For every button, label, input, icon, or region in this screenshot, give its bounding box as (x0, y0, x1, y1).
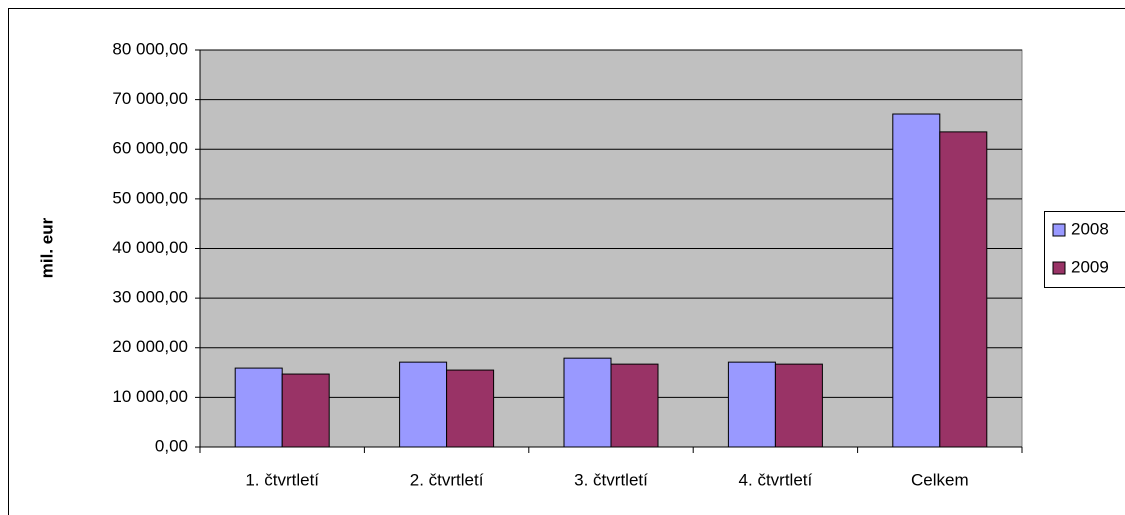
y-tick-label: 80 000,00 (112, 39, 188, 58)
legend-swatch (1052, 261, 1066, 275)
y-tick-label: 20 000,00 (112, 337, 188, 356)
legend-label: 2009 (1071, 257, 1109, 276)
bar (939, 131, 988, 448)
y-tick-label: 30 000,00 (112, 288, 188, 307)
x-tick-label: 1. čtvrtletí (245, 470, 319, 489)
y-tick-label: 40 000,00 (112, 238, 188, 257)
bar (727, 361, 776, 448)
bar (774, 363, 823, 448)
bar (892, 113, 941, 448)
y-tick-label: 70 000,00 (112, 89, 188, 108)
bar (563, 357, 612, 448)
y-axis-title: mil. eur (37, 217, 56, 278)
bar (399, 361, 448, 448)
x-tick-label: 2. čtvrtletí (410, 470, 484, 489)
y-tick-label: 10 000,00 (112, 387, 188, 406)
x-tick-label: 3. čtvrtletí (574, 470, 648, 489)
legend-box (1044, 211, 1125, 288)
bar (610, 363, 659, 448)
y-tick-label: 60 000,00 (112, 139, 188, 158)
bar (234, 367, 283, 448)
y-tick-label: 50 000,00 (112, 188, 188, 207)
bar (446, 369, 495, 448)
bar (281, 373, 330, 448)
y-tick-label: 0,00 (155, 436, 188, 455)
legend-label: 2008 (1071, 219, 1109, 238)
x-tick-label: 4. čtvrtletí (739, 470, 813, 489)
legend-swatch (1052, 223, 1066, 237)
x-tick-label: Celkem (911, 470, 969, 489)
